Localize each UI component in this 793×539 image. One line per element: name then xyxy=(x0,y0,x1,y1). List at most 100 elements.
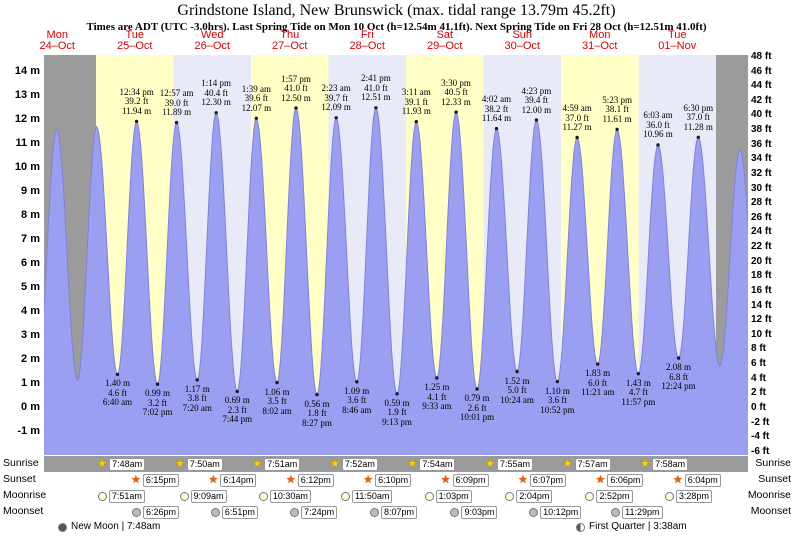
moonrise-marker: 11:50am xyxy=(340,489,394,503)
moonrise-disc-icon xyxy=(585,491,595,501)
day-label: Tue 25–Oct xyxy=(117,29,153,52)
sunrise-marker: ★ 7:55am xyxy=(482,457,536,471)
low-tide-label: 1.17 m 3.8 ft 7:20 am xyxy=(182,383,212,413)
sunset-time: 6:06pm xyxy=(607,473,644,487)
high-tide-dot xyxy=(214,111,218,115)
low-tide-dot xyxy=(475,387,479,391)
moonrise-marker: 10:30am xyxy=(258,489,312,503)
sunrise-star-icon: ★ xyxy=(174,457,185,470)
y-axis-tick-ft: -6 ft xyxy=(751,445,770,457)
low-tide-dot xyxy=(315,392,319,397)
high-tide-label: 1:39 am 39.6 ft 12.07 m xyxy=(241,83,272,113)
sunset-marker: ★ 6:06pm xyxy=(592,473,646,487)
moonrise-time: 2:04pm xyxy=(516,489,553,503)
low-tide-label: 1.52 m 5.0 ft 10:24 am xyxy=(500,375,534,405)
sunrise-time: 7:50am xyxy=(186,457,223,471)
low-tide-label: 1.25 m 4.1 ft 9:33 am xyxy=(422,382,452,411)
y-axis-tick-m: 2 m xyxy=(21,353,40,365)
y-axis-tick-ft: 16 ft xyxy=(751,284,772,296)
moonset-time: 10:12pm xyxy=(540,505,582,519)
sunrise-time: 7:52am xyxy=(341,457,378,471)
high-tide-label: 4:02 am 38.2 ft 11.64 m xyxy=(481,94,512,124)
low-tide-dot xyxy=(355,380,359,384)
row-label-sunset-right: Sunset xyxy=(758,473,791,485)
moonrise-time: 1:03pm xyxy=(435,489,472,503)
sunset-star-icon: ★ xyxy=(285,473,296,486)
sunrise-star-icon: ★ xyxy=(640,457,651,470)
sunrise-marker: ★ 7:52am xyxy=(327,457,381,471)
high-tide-dot xyxy=(334,116,338,120)
moonrise-disc-icon xyxy=(341,491,351,501)
y-axis-tick-ft: 8 ft xyxy=(751,343,766,355)
low-tide-label: 0.69 m 2.3 ft 7:44 pm xyxy=(222,395,253,425)
low-tide-dot xyxy=(155,382,160,386)
sunset-marker: ★ 6:14pm xyxy=(205,473,259,487)
row-label-sunrise-left: Sunrise xyxy=(3,457,39,469)
moonset-marker: 11:29pm xyxy=(610,505,664,519)
sunrise-star-icon: ★ xyxy=(329,457,340,470)
sunset-star-icon: ★ xyxy=(595,473,606,486)
moonrise-time: 7:51am xyxy=(108,489,145,503)
sunset-marker: ★ 6:09pm xyxy=(438,473,492,487)
moonset-marker: 6:51pm xyxy=(207,505,261,519)
moonrise-time: 9:09am xyxy=(190,489,227,503)
low-tide-label: 1.40 m 4.6 ft 6:40 am xyxy=(102,378,133,408)
sunrise-marker: ★ 7:48am xyxy=(94,457,148,471)
high-tide-label: 6:03 am 36.0 ft 10.96 m xyxy=(643,110,673,140)
moonset-disc-icon xyxy=(290,507,300,517)
moonset-marker: 10:12pm xyxy=(528,505,582,519)
sunrise-star-icon: ★ xyxy=(562,457,573,470)
moonset-disc-icon xyxy=(132,507,141,517)
row-label-moonrise-left: Moonrise xyxy=(3,489,47,501)
day-label: Wed 26–Oct xyxy=(194,29,230,52)
y-axis-tick-ft: 12 ft xyxy=(751,314,772,326)
low-tide-dot xyxy=(636,372,640,376)
high-tide-dot xyxy=(575,135,579,140)
y-axis-tick-ft: 36 ft xyxy=(751,138,772,150)
sunset-star-icon: ★ xyxy=(672,473,683,486)
high-tide-label: 2:41 pm 41.0 ft 12.51 m xyxy=(361,73,391,103)
low-tide-label: 1.43 m 4.7 ft 11:57 pm xyxy=(621,377,656,407)
y-axis-tick-m: 5 m xyxy=(21,281,40,293)
moonrise-marker: 3:28pm xyxy=(661,489,715,503)
sunrise-time: 7:51am xyxy=(264,457,301,471)
y-axis-tick-m: 14 m xyxy=(14,65,40,77)
sunset-star-icon: ★ xyxy=(208,473,219,486)
row-label-moonset-right: Moonset xyxy=(750,505,791,517)
moonrise-marker: 2:04pm xyxy=(502,489,556,503)
moonset-marker: 6:26pm xyxy=(129,505,183,519)
low-tide-dot xyxy=(596,362,600,366)
y-axis-tick-m: 9 m xyxy=(21,185,40,197)
moonrise-disc-icon xyxy=(179,491,189,501)
high-tide-label: 12:57 am 39.0 ft 11.89 m xyxy=(159,88,194,118)
sunset-marker: ★ 6:10pm xyxy=(360,473,414,487)
y-axis-tick-ft: -2 ft xyxy=(751,416,770,428)
row-label-moonset-left: Moonset xyxy=(3,505,44,517)
moonset-time: 8:07pm xyxy=(380,505,417,519)
sunrise-star-icon: ★ xyxy=(485,457,495,470)
high-tide-dot xyxy=(615,127,619,132)
y-axis-tick-ft: 0 ft xyxy=(751,402,766,413)
moonset-disc-icon xyxy=(450,507,460,517)
low-tide-dot xyxy=(555,379,560,384)
y-axis-tick-ft: 42 ft xyxy=(751,94,772,106)
high-tide-label: 2:23 am 39.7 ft 12.09 m xyxy=(321,83,351,113)
moonset-disc-icon xyxy=(611,507,621,517)
sunrise-marker: ★ 7:58am xyxy=(637,457,691,471)
low-tide-label: 1.06 m 3.5 ft 8:02 am xyxy=(262,386,292,416)
first-quarter-icon xyxy=(576,522,585,532)
low-tide-label: 2.08 m 6.8 ft 12:24 pm xyxy=(661,362,696,392)
low-tide-label: 1.09 m 3.6 ft 8:46 am xyxy=(342,385,372,415)
moonrise-marker: 1:03pm xyxy=(421,489,475,503)
high-tide-dot xyxy=(494,126,499,131)
moonrise-disc-icon xyxy=(664,491,674,501)
sunset-marker: ★ 6:15pm xyxy=(128,473,182,487)
y-axis-tick-ft: 18 ft xyxy=(751,270,772,282)
high-tide-dot xyxy=(696,135,700,139)
moonset-time: 11:29pm xyxy=(622,505,663,519)
moonset-time: 6:51pm xyxy=(221,505,258,519)
sunrise-time: 7:57am xyxy=(574,457,611,471)
new-moon-text: New Moon | 7:48am xyxy=(71,521,161,532)
row-label-sunrise-right: Sunrise xyxy=(755,457,791,469)
